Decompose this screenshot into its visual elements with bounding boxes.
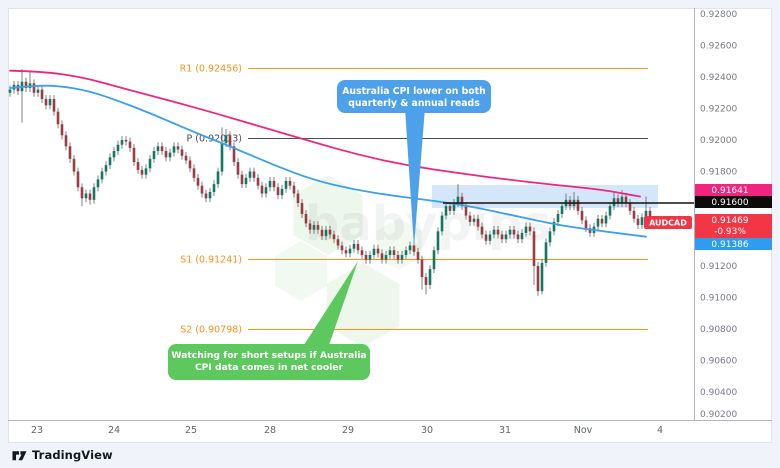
ray-price-label bbox=[695, 196, 772, 208]
babypips-watermark: babypips bbox=[275, 175, 551, 347]
callout-tail bbox=[302, 261, 358, 348]
symbol-badge-text: AUDCAD bbox=[649, 219, 687, 228]
time-tick-label: 24 bbox=[108, 425, 120, 436]
r1-level-label: R1 (0.92456) bbox=[180, 64, 242, 75]
watermark-text: babypips bbox=[305, 196, 551, 252]
hexagon-watermark-icon bbox=[293, 175, 363, 255]
axis-separators bbox=[8, 8, 772, 421]
time-tick-label: 31 bbox=[499, 425, 511, 436]
price-tick-label: 0.92800 bbox=[700, 10, 737, 20]
moving-average-lines bbox=[9, 69, 647, 238]
ray-price-text: 0.91600 bbox=[711, 198, 748, 208]
time-tick-label: 23 bbox=[31, 425, 43, 436]
chart-pane: babypips R1 (0.92456) P (0.92013) S1 (0.… bbox=[8, 8, 772, 443]
price-tick-label: 0.92200 bbox=[700, 105, 737, 115]
s2-level-label: S2 (0.90798) bbox=[180, 325, 242, 336]
price-tick-label: 0.90800 bbox=[700, 325, 737, 335]
symbol-badge bbox=[644, 216, 692, 229]
time-scale[interactable]: 23 24 25 28 29 30 31 Nov 4 bbox=[31, 425, 663, 436]
callout-text: Australia CPI lower on both bbox=[342, 86, 486, 97]
last-price-text: 0.91469 bbox=[711, 216, 748, 226]
pink-ma-price-text: 0.91641 bbox=[711, 186, 748, 196]
tradingview-logo-icon[interactable] bbox=[12, 448, 27, 463]
price-tick-label: 0.92600 bbox=[700, 42, 737, 52]
time-tick-label: 25 bbox=[185, 425, 197, 436]
time-tick-label: 28 bbox=[264, 425, 276, 436]
price-tick-label: 0.90400 bbox=[700, 388, 737, 398]
callout-short-setup[interactable]: Watching for short setups if Australia C… bbox=[168, 261, 370, 380]
time-tick-label: Nov bbox=[574, 425, 593, 436]
price-tick-label: 0.90200 bbox=[700, 410, 737, 420]
callout-cpi-news[interactable]: Australia CPI lower on both quarterly & … bbox=[337, 80, 491, 247]
callout-text: CPI data comes in net cooler bbox=[195, 362, 344, 373]
last-price-label bbox=[695, 214, 772, 238]
chart-canvas[interactable]: babypips R1 (0.92456) P (0.92013) S1 (0.… bbox=[8, 8, 772, 443]
tradingview-logo-text[interactable]: TradingView bbox=[32, 448, 113, 462]
price-tick-label: 0.91000 bbox=[700, 294, 737, 304]
callout-box bbox=[337, 80, 491, 113]
pivot-level-labels: R1 (0.92456) P (0.92013) S1 (0.91241) S2… bbox=[180, 64, 242, 336]
pivot-level-label: P (0.92013) bbox=[187, 134, 242, 145]
hexagon-watermark-icon bbox=[376, 218, 422, 270]
callout-box bbox=[168, 344, 370, 380]
hexagon-watermark-icon bbox=[275, 241, 327, 301]
callout-tail bbox=[405, 108, 425, 247]
price-tick-label: 0.91200 bbox=[700, 262, 737, 272]
s1-level-label: S1 (0.91241) bbox=[180, 255, 242, 266]
callout-text: quarterly & annual reads bbox=[348, 98, 480, 109]
time-tick-label: 4 bbox=[657, 425, 663, 436]
axis-price-labels: 0.91641 0.91600 0.91469 -0.93% 0.91386 A… bbox=[644, 184, 772, 250]
price-tick-label: 0.92400 bbox=[700, 73, 737, 83]
blue-ma-price-text: 0.91386 bbox=[711, 240, 748, 250]
price-tick-label: 0.90600 bbox=[700, 357, 737, 367]
price-tick-label: 0.91800 bbox=[700, 168, 737, 178]
price-tick-label: 0.92000 bbox=[700, 136, 737, 146]
change-percent-text: -0.93% bbox=[714, 227, 746, 237]
time-tick-label: 29 bbox=[342, 425, 354, 436]
pink-ma-price-label bbox=[695, 184, 772, 196]
time-tick-label: 30 bbox=[421, 425, 433, 436]
blue-ma-price-label bbox=[695, 238, 772, 250]
branding-bar: TradingView bbox=[12, 445, 113, 465]
callout-text: Watching for short setups if Australia bbox=[171, 350, 366, 361]
